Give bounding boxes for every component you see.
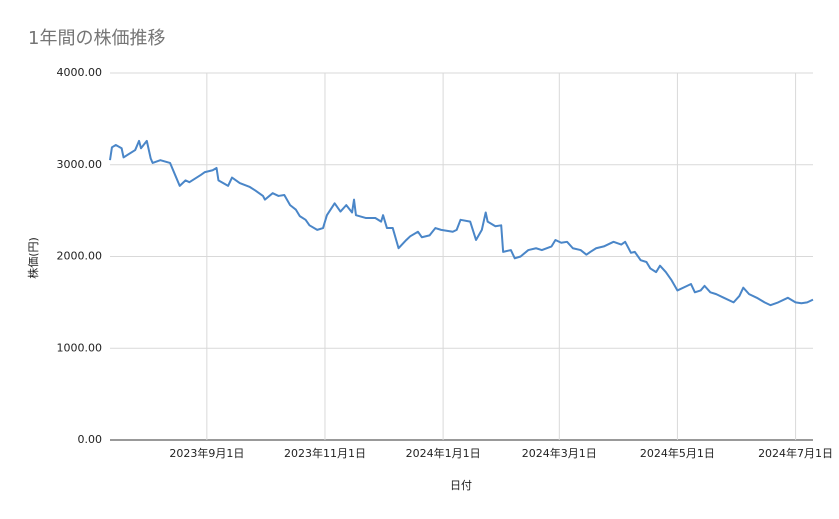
y-tick-label: 0.00 — [78, 433, 103, 446]
x-axis-label: 日付 — [450, 479, 472, 492]
x-tick-label: 2024年5月1日 — [640, 446, 715, 460]
y-tick-label: 3000.00 — [57, 158, 103, 171]
chart-title: 1年間の株価推移 — [28, 28, 165, 49]
x-tick-label: 2023年9月1日 — [169, 446, 244, 460]
x-tick-label: 2023年11月1日 — [284, 446, 366, 460]
x-tick-label: 2024年7月1日 — [758, 446, 833, 460]
x-tick-label: 2024年1月1日 — [406, 446, 481, 460]
data-line — [109, 139, 814, 307]
y-tick-label: 1000.00 — [57, 341, 103, 354]
x-tick-label: 2024年3月1日 — [522, 446, 597, 460]
y-tick-label: 2000.00 — [57, 250, 103, 263]
y-axis-label: 株価(円) — [26, 237, 40, 279]
y-tick-label: 4000.00 — [57, 66, 103, 79]
